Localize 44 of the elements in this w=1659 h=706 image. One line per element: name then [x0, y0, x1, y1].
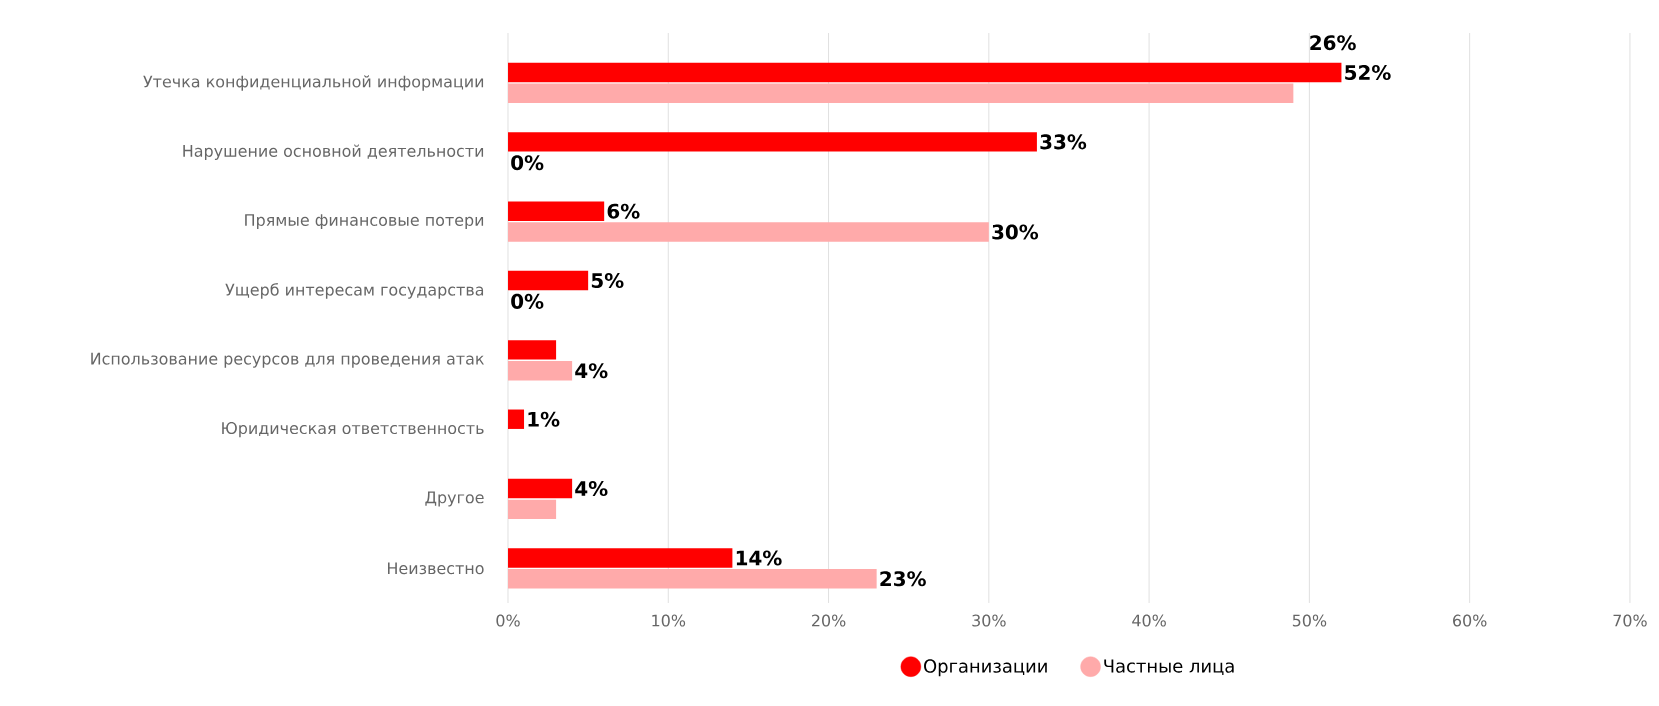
data-label: 6% [607, 203, 640, 219]
data-label: 4% [575, 481, 608, 497]
bar [508, 409, 525, 429]
bar [508, 132, 1037, 152]
x-tick-label: 70% [1613, 614, 1647, 627]
bar [508, 83, 1294, 104]
y-tick-label: Нарушение основной деятельности [183, 144, 484, 160]
data-label: 0% [511, 155, 544, 171]
data-label: 4% [575, 363, 608, 379]
bar [508, 62, 1342, 83]
bar [508, 270, 589, 291]
x-tick-label: 50% [1292, 614, 1327, 627]
y-tick-label: Утечка конфиденциальной информации [143, 75, 484, 91]
bar [508, 548, 733, 568]
bar [508, 222, 989, 242]
bar [508, 360, 573, 381]
bar [508, 569, 877, 589]
data-label: 30% [992, 224, 1039, 240]
x-tick-label: 0% [496, 614, 520, 627]
bar [508, 499, 557, 520]
data-label: 5% [591, 273, 624, 289]
y-tick-label: Другое [425, 491, 484, 507]
x-tick-label: 40% [1132, 614, 1166, 627]
y-tick-label: Ущерб интересам государства [225, 283, 484, 299]
y-tick-label: Неизвестно [388, 562, 484, 575]
data-label: 33% [1040, 134, 1087, 150]
data-label: 1% [528, 411, 560, 427]
bar [508, 340, 557, 360]
x-tick-label: 20% [812, 614, 846, 627]
bar [508, 201, 605, 221]
y-tick-label: Прямые финансовые потери [245, 214, 484, 230]
bar [508, 478, 573, 499]
y-tick-label: Юридическая ответственность [222, 422, 484, 438]
data-label: 52% [1345, 64, 1391, 81]
x-tick-label: 10% [652, 614, 686, 627]
y-tick-label: Использование ресурсов для проведения атак [91, 352, 484, 368]
annotation: 26% [1310, 35, 1356, 51]
data-label: 23% [880, 571, 926, 587]
data-label: 0% [511, 293, 544, 309]
legend-label: Частные лица [1104, 659, 1234, 675]
x-tick-label: 60% [1453, 614, 1487, 627]
data-label: 14% [736, 550, 782, 566]
legend-label: Организации [924, 659, 1047, 677]
x-tick-label: 30% [972, 614, 1006, 627]
